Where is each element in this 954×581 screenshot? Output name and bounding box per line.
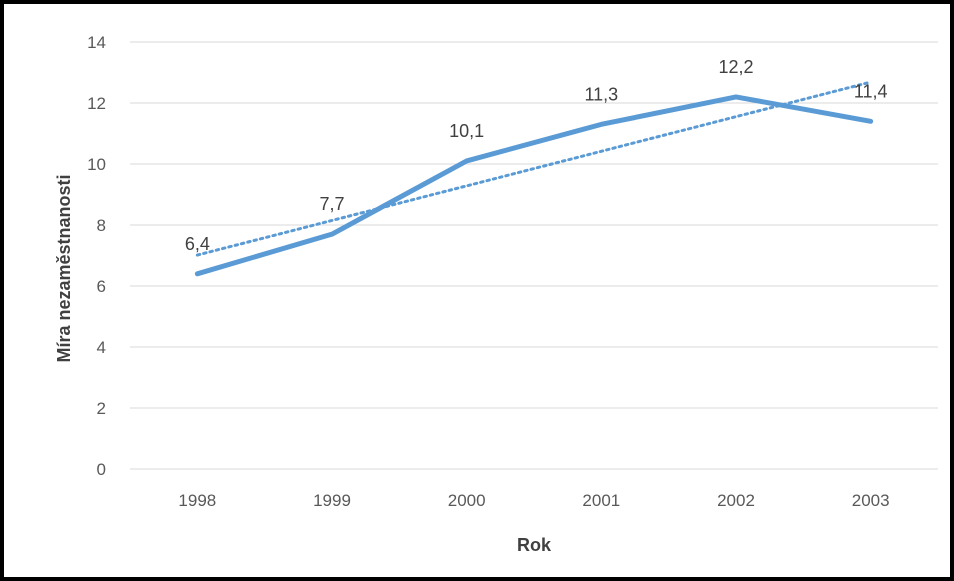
data-label: 6,4 (185, 234, 210, 254)
y-tick-label: 6 (97, 277, 106, 296)
data-labels: 6,4 7,7 10,1 11,3 12,2 11,4 (185, 57, 888, 254)
y-tick-label: 10 (87, 155, 106, 174)
data-label: 11,4 (854, 81, 888, 101)
y-tick-labels: 0 2 4 6 8 10 12 14 (87, 33, 106, 479)
data-label: 11,3 (584, 84, 618, 104)
y-tick-label: 14 (87, 33, 106, 52)
trendline (195, 80, 873, 257)
series-line (194, 94, 874, 277)
x-tick-label: 2001 (582, 491, 620, 510)
x-tick-label: 2003 (852, 491, 890, 510)
series-line-path (194, 94, 874, 277)
y-tick-label: 0 (97, 460, 106, 479)
data-label: 7,7 (319, 194, 344, 214)
y-tick-label: 12 (87, 94, 106, 113)
data-label: 12,2 (718, 57, 753, 77)
y-tick-label: 8 (97, 216, 106, 235)
x-tick-label: 2000 (448, 491, 486, 510)
y-axis-title: Míra nezaměstnanosti (54, 174, 74, 362)
x-axis-title: Rok (517, 535, 552, 555)
x-tick-label: 1998 (178, 491, 216, 510)
x-tick-label: 2002 (717, 491, 755, 510)
linear-trendline (195, 80, 873, 257)
x-tick-label: 1999 (313, 491, 351, 510)
x-tick-labels: 1998 1999 2000 2001 2002 2003 (178, 491, 889, 510)
y-tick-label: 4 (97, 338, 106, 357)
y-tick-label: 2 (97, 399, 106, 418)
gridlines (130, 41, 938, 470)
data-label: 10,1 (449, 121, 484, 141)
